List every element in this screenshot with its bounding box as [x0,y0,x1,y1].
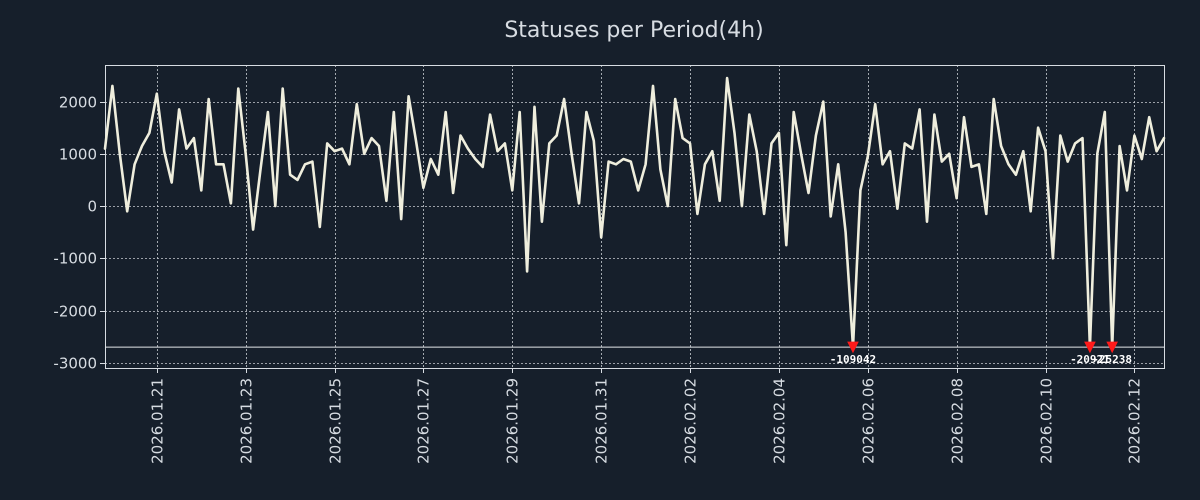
x-tick-label: 2026.02.06 [860,378,878,464]
outlier-marker [1106,341,1118,354]
x-tick-label: 2026.02.12 [1126,378,1144,464]
y-tick-label: 1000 [59,146,97,164]
chart-title: Statuses per Period(4h) [504,18,763,43]
x-tick-label: 2026.01.21 [149,378,167,464]
outlier-label: -25238 [1092,353,1132,366]
x-tick-label: 2026.02.04 [771,378,789,464]
outlier-marker [1084,341,1096,354]
x-tick-label: 2026.01.31 [593,378,611,464]
x-tick-label: 2026.01.27 [415,378,433,464]
x-tick-label: 2026.01.29 [504,378,522,464]
y-tick-label: -3000 [53,355,97,373]
y-tick-label: -2000 [53,303,97,321]
outlier-label: -109042 [830,353,876,366]
grid [105,65,1164,368]
x-tick-label: 2026.01.23 [238,378,256,464]
x-tick-label: 2026.01.25 [327,378,345,464]
x-axis: 2026.01.21 2026.01.23 2026.01.25 2026.01.27… [149,368,1144,464]
outlier-label: -20921 [1070,353,1110,366]
outlier-markers: -109042 -20921-25238 [830,341,1132,366]
series-layer [103,76,1166,349]
y-tick-label: -1000 [53,250,97,268]
y-tick-label: 0 [87,198,97,216]
x-tick-label: 2026.02.02 [682,378,700,464]
x-tick-label: 2026.02.08 [949,378,967,464]
plot-frame [105,65,1165,369]
series-line [103,76,1166,349]
x-tick-label: 2026.02.10 [1038,378,1056,464]
outlier-marker [847,341,859,354]
y-tick-label: 2000 [59,94,97,112]
y-axis: 2000 1000 0 -1000 -2000 -3000 [53,94,105,373]
